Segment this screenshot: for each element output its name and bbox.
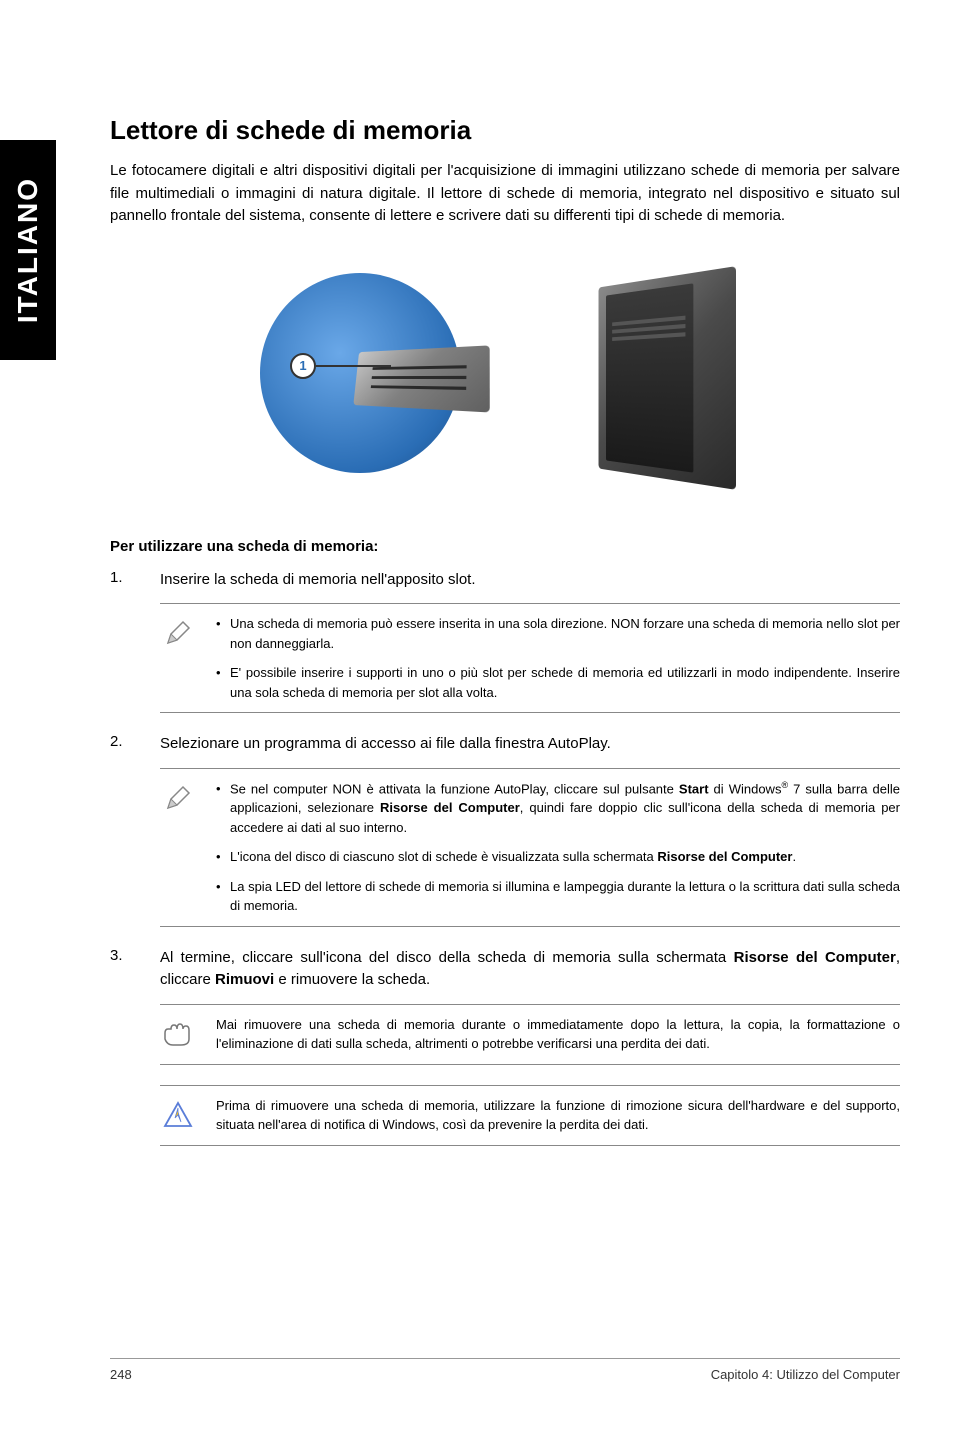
step-number: 3. (110, 947, 160, 992)
note-item: Se nel computer NON è attivata la funzio… (216, 779, 900, 838)
note-text: Mai rimuovere una scheda di memoria dura… (216, 1015, 900, 1054)
callout-line (316, 365, 391, 367)
language-side-tab: ITALIANO (0, 140, 56, 360)
step-text: Inserire la scheda di memoria nell'appos… (160, 569, 476, 592)
figure: 1 (110, 258, 900, 498)
step-number: 2. (110, 733, 160, 756)
page-footer: 248 Capitolo 4: Utilizzo del Computer (110, 1358, 900, 1382)
step-2: 2. Selezionare un programma di accesso a… (110, 733, 900, 756)
warning-icon (160, 1096, 196, 1135)
note-block-1: Una scheda di memoria può essere inserit… (160, 603, 900, 713)
note-item: E' possibile inserire i supporti in uno … (216, 663, 900, 702)
intro-paragraph: Le fotocamere digitali e altri dispositi… (110, 160, 900, 228)
note-body: Una scheda di memoria può essere inserit… (216, 614, 900, 702)
note-item: L'icona del disco di ciascuno slot di sc… (216, 847, 900, 867)
note-body: Mai rimuovere una scheda di memoria dura… (216, 1015, 900, 1054)
page-content: Lettore di schede di memoria Le fotocame… (110, 115, 900, 1166)
step-text: Selezionare un programma di accesso ai f… (160, 733, 611, 756)
step-3: 3. Al termine, cliccare sull'icona del d… (110, 947, 900, 992)
pc-tower (599, 266, 736, 490)
note-item: Una scheda di memoria può essere inserit… (216, 614, 900, 653)
slot-detail (353, 345, 489, 412)
main-heading: Lettore di schede di memoria (110, 115, 900, 146)
side-tab-label: ITALIANO (12, 177, 44, 323)
step-text: Al termine, cliccare sull'icona del disc… (160, 947, 900, 992)
chapter-label: Capitolo 4: Utilizzo del Computer (711, 1367, 900, 1382)
note-item: La spia LED del lettore di schede di mem… (216, 877, 900, 916)
note-block-2: Se nel computer NON è attivata la funzio… (160, 768, 900, 927)
pencil-icon (160, 614, 196, 702)
hand-icon (160, 1015, 196, 1054)
step-1: 1. Inserire la scheda di memoria nell'ap… (110, 569, 900, 592)
procedure-heading: Per utilizzare una scheda di memoria: (110, 538, 900, 555)
note-body: Prima di rimuovere una scheda di memoria… (216, 1096, 900, 1135)
note-text: Prima di rimuovere una scheda di memoria… (216, 1096, 900, 1135)
note-block-3: Mai rimuovere una scheda di memoria dura… (160, 1004, 900, 1065)
note-block-4: Prima di rimuovere una scheda di memoria… (160, 1085, 900, 1146)
callout-badge: 1 (290, 353, 316, 379)
pencil-icon (160, 779, 196, 916)
note-body: Se nel computer NON è attivata la funzio… (216, 779, 900, 916)
card-reader-illustration: 1 (245, 258, 765, 498)
step-number: 1. (110, 569, 160, 592)
page-number: 248 (110, 1367, 132, 1382)
